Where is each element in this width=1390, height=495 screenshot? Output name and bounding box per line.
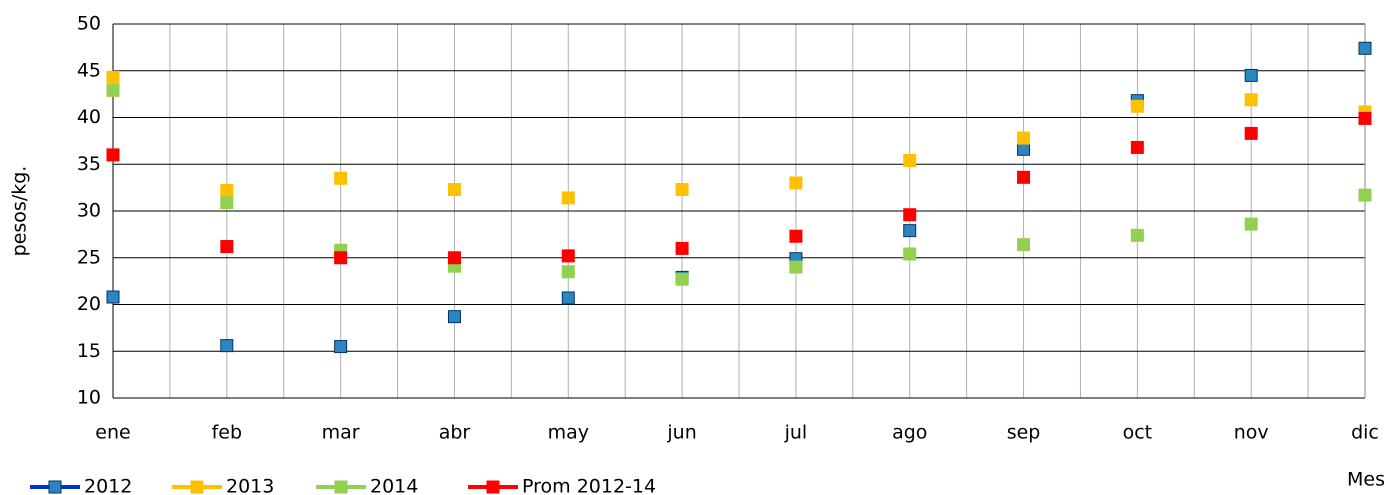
marker <box>903 224 917 238</box>
marker <box>220 240 234 254</box>
x-tick-label: mar <box>322 422 360 444</box>
x-tick-label: jun <box>666 422 696 444</box>
x-tick-label: dic <box>1351 422 1379 444</box>
marker <box>1244 126 1258 140</box>
marker <box>561 265 575 279</box>
marker <box>1017 142 1031 156</box>
marker <box>1130 99 1144 113</box>
marker <box>561 291 575 305</box>
marker <box>106 148 120 162</box>
marker <box>334 171 348 185</box>
marker <box>1130 140 1144 154</box>
y-tick-label: 10 <box>77 387 101 409</box>
marker <box>106 83 120 97</box>
marker <box>106 290 120 304</box>
marker <box>220 339 234 353</box>
y-tick-label: 45 <box>77 59 101 81</box>
x-tick-label: sep <box>1007 422 1041 444</box>
y-tick-label: 20 <box>77 293 101 315</box>
marker <box>334 251 348 265</box>
marker <box>334 340 348 354</box>
x-tick-label: oct <box>1123 422 1153 444</box>
legend-marker <box>334 480 348 494</box>
marker <box>447 182 461 196</box>
marker <box>1017 131 1031 145</box>
x-tick-label: abr <box>439 422 471 444</box>
marker <box>903 208 917 222</box>
marker <box>789 176 803 190</box>
marker <box>1358 111 1372 125</box>
y-tick-label: 15 <box>77 340 101 362</box>
marker <box>1358 41 1372 55</box>
marker <box>675 241 689 255</box>
marker <box>903 154 917 168</box>
legend-marker <box>190 480 204 494</box>
marker <box>1244 93 1258 107</box>
y-tick-label: 50 <box>77 13 101 35</box>
y-tick-label: 40 <box>77 106 101 128</box>
marker <box>903 247 917 261</box>
legend-label: Prom 2012-14 <box>522 476 656 495</box>
legend-marker <box>486 480 500 494</box>
marker <box>561 191 575 205</box>
x-tick-label: ago <box>892 422 927 444</box>
legend-label: 2014 <box>370 476 418 495</box>
marker <box>1017 170 1031 184</box>
marker <box>1244 68 1258 82</box>
x-tick-label: nov <box>1234 422 1269 444</box>
marker <box>1130 228 1144 242</box>
marker <box>220 196 234 210</box>
x-tick-label: feb <box>212 422 242 444</box>
marker <box>789 260 803 274</box>
marker <box>447 310 461 324</box>
marker <box>1244 217 1258 231</box>
marker <box>1358 188 1372 202</box>
x-tick-label: ene <box>95 422 130 444</box>
marker <box>106 70 120 84</box>
x-tick-label: jul <box>784 422 808 444</box>
marker <box>561 249 575 263</box>
legend-label: 2013 <box>226 476 274 495</box>
marker <box>675 272 689 286</box>
y-tick-label: 25 <box>77 246 101 268</box>
marker <box>447 251 461 265</box>
marker <box>1017 238 1031 252</box>
legend-marker <box>48 480 62 494</box>
marker <box>789 229 803 243</box>
legend-label: 2012 <box>84 476 132 495</box>
marker <box>675 182 689 196</box>
y-tick-label: 30 <box>77 200 101 222</box>
y-tick-label: 35 <box>77 153 101 175</box>
x-axis-label: Mes <box>1347 469 1385 491</box>
y-axis-label: pesos/kg. <box>9 166 31 257</box>
x-tick-label: may <box>548 422 589 444</box>
marker <box>220 183 234 197</box>
